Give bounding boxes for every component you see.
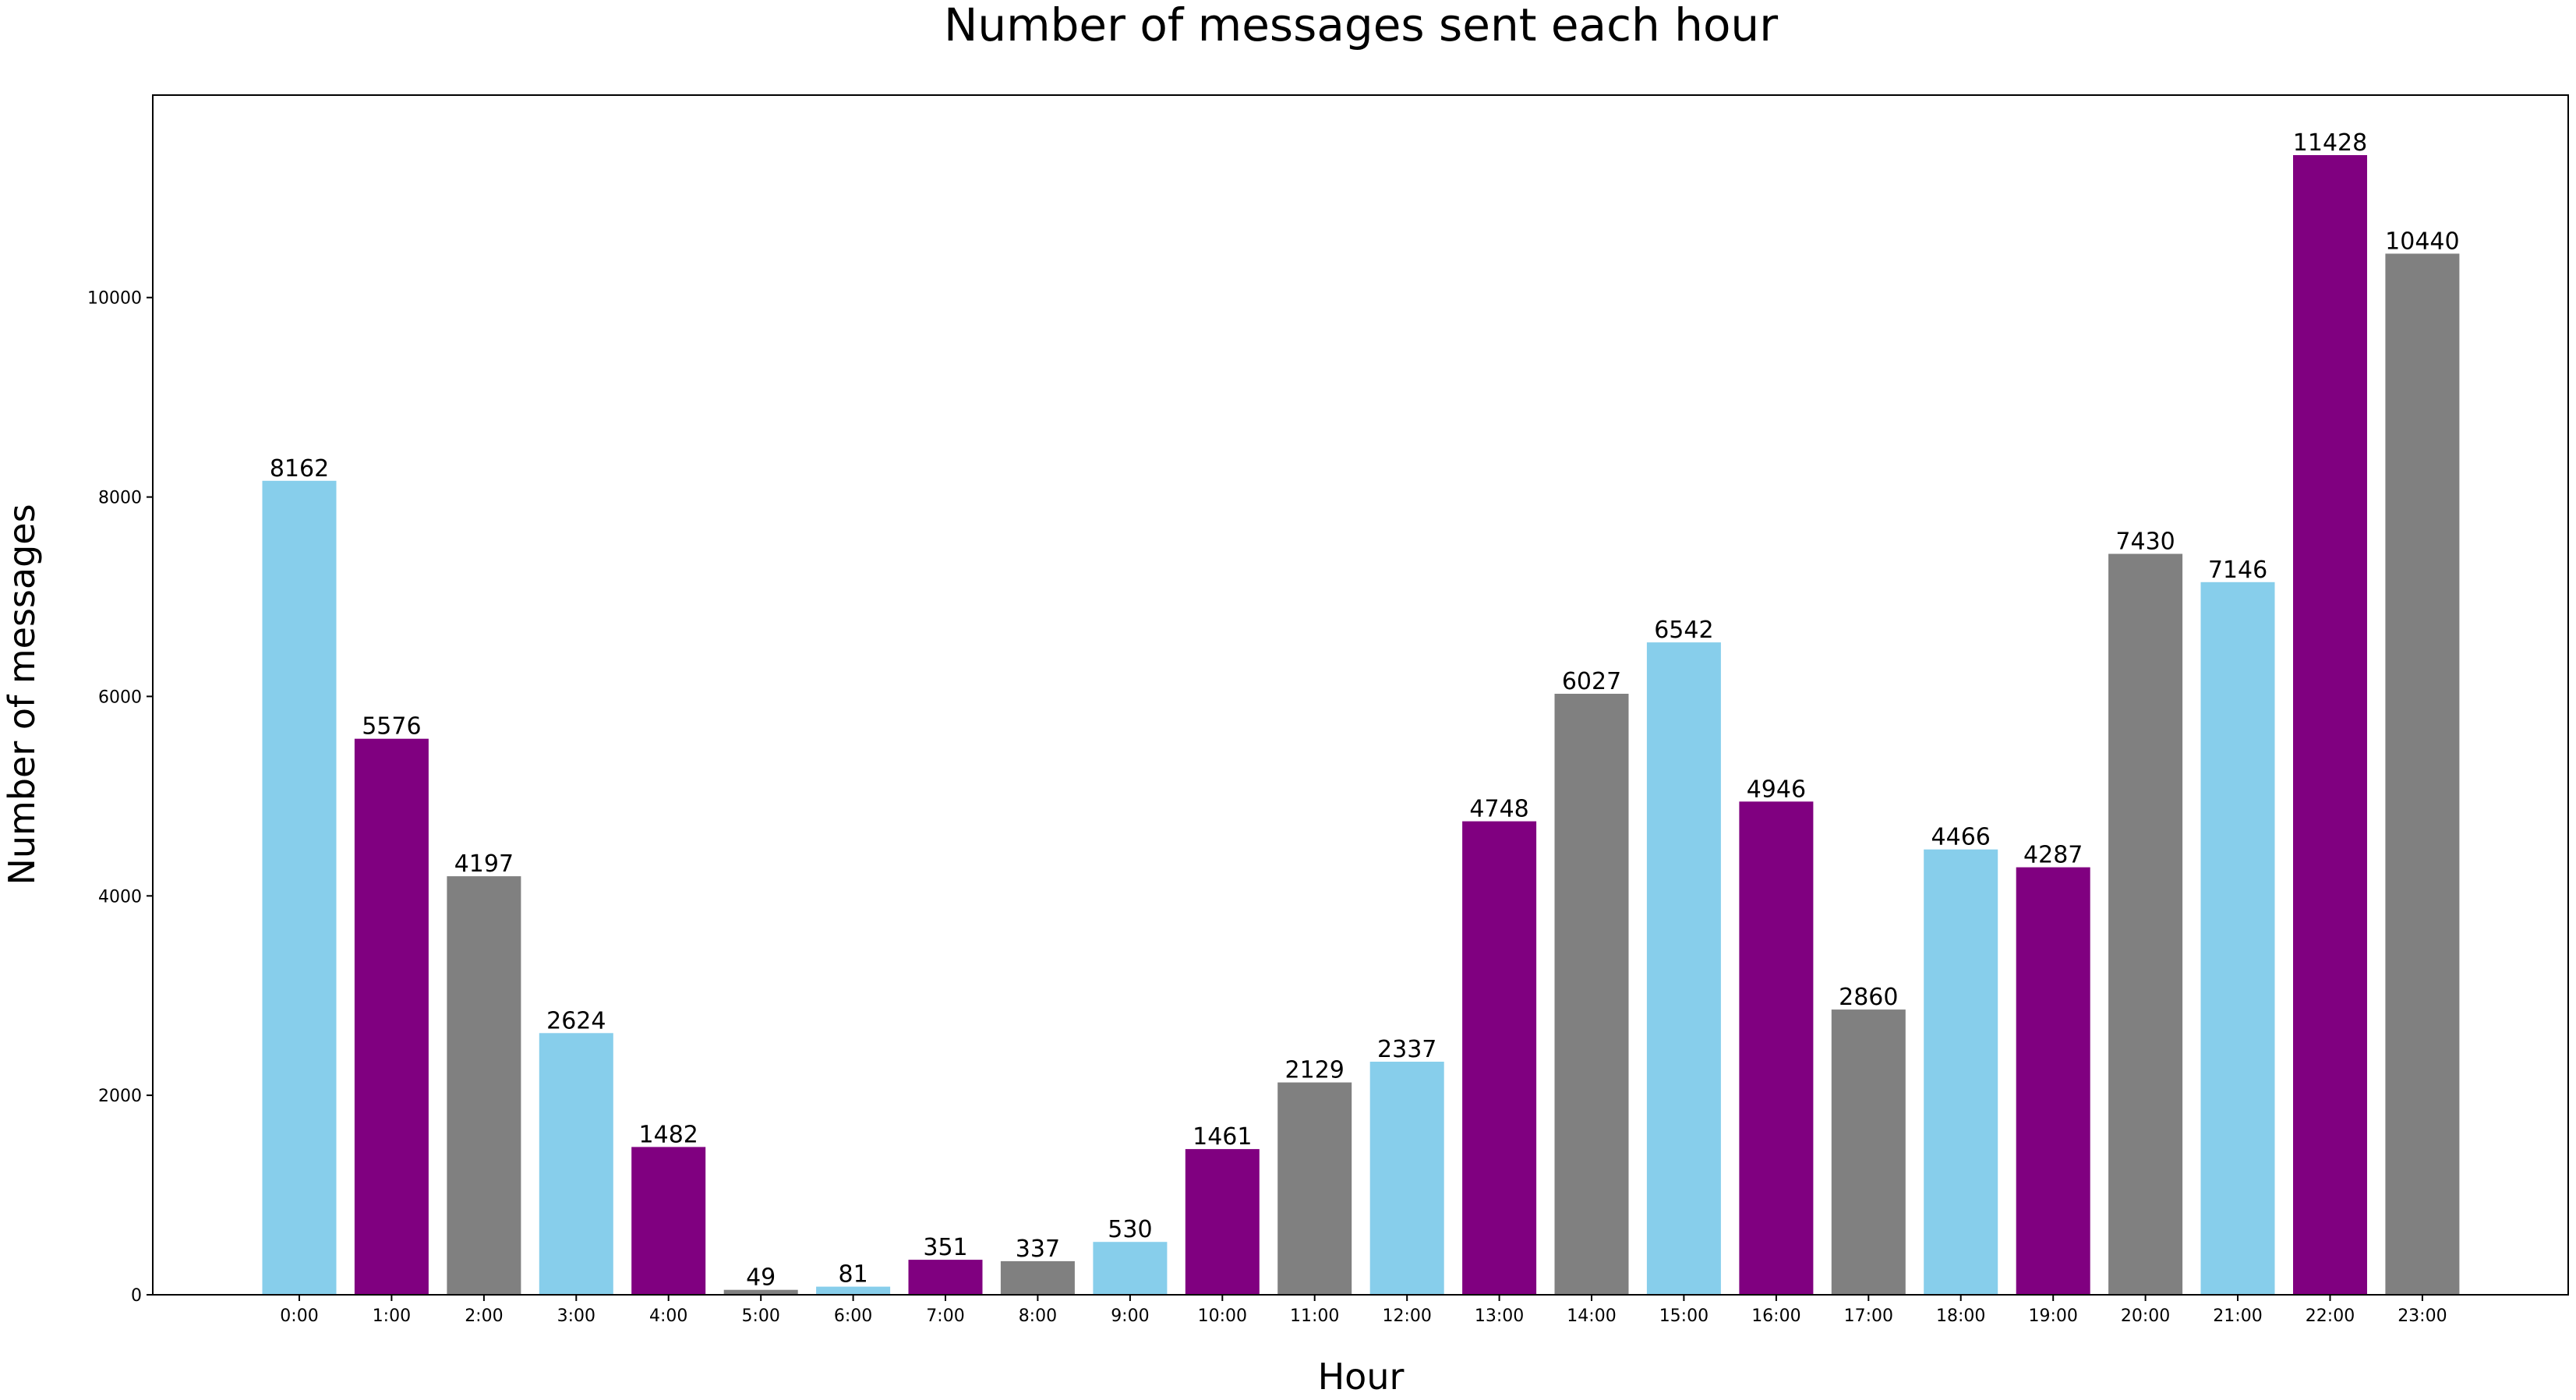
bar-20-00 xyxy=(2108,553,2183,1295)
x-tick-label: 4:00 xyxy=(649,1306,687,1326)
data-label-10-00: 1461 xyxy=(1193,1123,1252,1151)
bar-15-00 xyxy=(1646,642,1721,1295)
bar-21-00 xyxy=(2200,582,2275,1295)
bar-17-00 xyxy=(1831,1009,1906,1295)
x-tick-label: 11:00 xyxy=(1290,1306,1339,1326)
data-label-0-00: 8162 xyxy=(270,455,329,483)
data-label-21-00: 7146 xyxy=(2208,557,2267,584)
y-tick-label: 4000 xyxy=(98,887,142,907)
x-tick-label: 12:00 xyxy=(1382,1306,1431,1326)
bar-12-00 xyxy=(1369,1062,1444,1295)
data-label-12-00: 2337 xyxy=(1377,1036,1436,1063)
x-tick-label: 23:00 xyxy=(2398,1306,2447,1326)
data-label-7-00: 351 xyxy=(923,1234,967,1261)
data-label-8-00: 337 xyxy=(1016,1236,1060,1263)
bar-13-00 xyxy=(1462,821,1537,1295)
bar-22-00 xyxy=(2293,155,2367,1295)
data-label-13-00: 4748 xyxy=(1469,796,1528,823)
bar-1-00 xyxy=(354,738,429,1295)
x-tick-label: 15:00 xyxy=(1659,1306,1708,1326)
x-tick-label: 13:00 xyxy=(1475,1306,1524,1326)
x-tick-label: 21:00 xyxy=(2213,1306,2262,1326)
bar-16-00 xyxy=(1739,801,1814,1295)
y-tick-label: 0 xyxy=(131,1286,142,1306)
y-tick-label: 10000 xyxy=(87,289,142,309)
x-tick-label: 1:00 xyxy=(373,1306,411,1326)
bar-5-00 xyxy=(723,1289,798,1295)
data-label-16-00: 4946 xyxy=(1747,776,1806,803)
bar-10-00 xyxy=(1185,1149,1260,1295)
x-tick-label: 6:00 xyxy=(834,1306,872,1326)
x-tick-label: 2:00 xyxy=(465,1306,503,1326)
x-tick-label: 14:00 xyxy=(1567,1306,1616,1326)
data-label-17-00: 2860 xyxy=(1839,984,1898,1011)
x-axis-label: Hour xyxy=(1318,1356,1405,1398)
data-label-19-00: 4287 xyxy=(2023,842,2083,869)
y-axis-label: Number of messages xyxy=(1,504,43,885)
data-label-14-00: 6027 xyxy=(1562,668,1621,695)
x-tick-label: 18:00 xyxy=(1936,1306,1985,1326)
y-axis: 0 2000 4000 6000 8000 10000 xyxy=(87,289,153,1306)
x-tick-label: 5:00 xyxy=(741,1306,779,1326)
bar-8-00 xyxy=(1000,1260,1075,1295)
bar-6-00 xyxy=(816,1286,891,1295)
bar-0-00 xyxy=(262,480,337,1295)
y-tick-label: 8000 xyxy=(98,489,142,508)
data-label-15-00: 6542 xyxy=(1654,617,1713,644)
bar-11-00 xyxy=(1277,1082,1352,1295)
data-label-23-00: 10440 xyxy=(2385,228,2459,255)
bar-19-00 xyxy=(2016,867,2090,1295)
x-axis: 0:00 1:00 2:00 3:00 4:00 5:00 6:00 7:00 8:00 9:00… xyxy=(280,1295,2447,1326)
data-label-11-00: 2129 xyxy=(1285,1057,1345,1084)
x-tick-label: 7:00 xyxy=(926,1306,964,1326)
chart-title: Number of messages sent each hour xyxy=(944,0,1778,51)
bar-18-00 xyxy=(1924,849,1998,1295)
bars-layer xyxy=(262,155,2460,1295)
data-labels-layer: 8162 5576 4197 2624 1482 49 81 351 337 530 1461 212… xyxy=(270,129,2460,1292)
bar-9-00 xyxy=(1093,1242,1168,1295)
data-label-20-00: 7430 xyxy=(2115,529,2175,556)
bar-7-00 xyxy=(908,1260,983,1295)
data-label-5-00: 49 xyxy=(746,1264,776,1292)
bar-3-00 xyxy=(539,1033,613,1295)
x-tick-label: 0:00 xyxy=(280,1306,318,1326)
data-label-2-00: 4197 xyxy=(454,850,514,878)
data-label-4-00: 1482 xyxy=(639,1121,698,1148)
bar-14-00 xyxy=(1554,694,1629,1295)
data-label-1-00: 5576 xyxy=(362,713,421,741)
bar-2-00 xyxy=(447,876,521,1295)
plot-frame xyxy=(152,94,2569,1296)
y-tick-label: 2000 xyxy=(98,1087,142,1106)
data-label-22-00: 11428 xyxy=(2293,129,2367,157)
x-tick-label: 17:00 xyxy=(1844,1306,1893,1326)
x-tick-label: 8:00 xyxy=(1019,1306,1057,1326)
x-tick-label: 16:00 xyxy=(1751,1306,1800,1326)
x-tick-label: 20:00 xyxy=(2121,1306,2170,1326)
bar-23-00 xyxy=(2385,253,2460,1295)
x-tick-label: 22:00 xyxy=(2306,1306,2355,1326)
bar-4-00 xyxy=(631,1147,706,1295)
x-tick-label: 10:00 xyxy=(1198,1306,1247,1326)
y-tick-label: 6000 xyxy=(98,688,142,707)
data-label-3-00: 2624 xyxy=(546,1007,606,1034)
data-label-18-00: 4466 xyxy=(1931,824,1991,851)
x-tick-label: 3:00 xyxy=(557,1306,595,1326)
x-tick-label: 19:00 xyxy=(2028,1306,2077,1326)
data-label-6-00: 81 xyxy=(839,1261,868,1289)
x-tick-label: 9:00 xyxy=(1111,1306,1149,1326)
data-label-9-00: 530 xyxy=(1108,1216,1152,1243)
